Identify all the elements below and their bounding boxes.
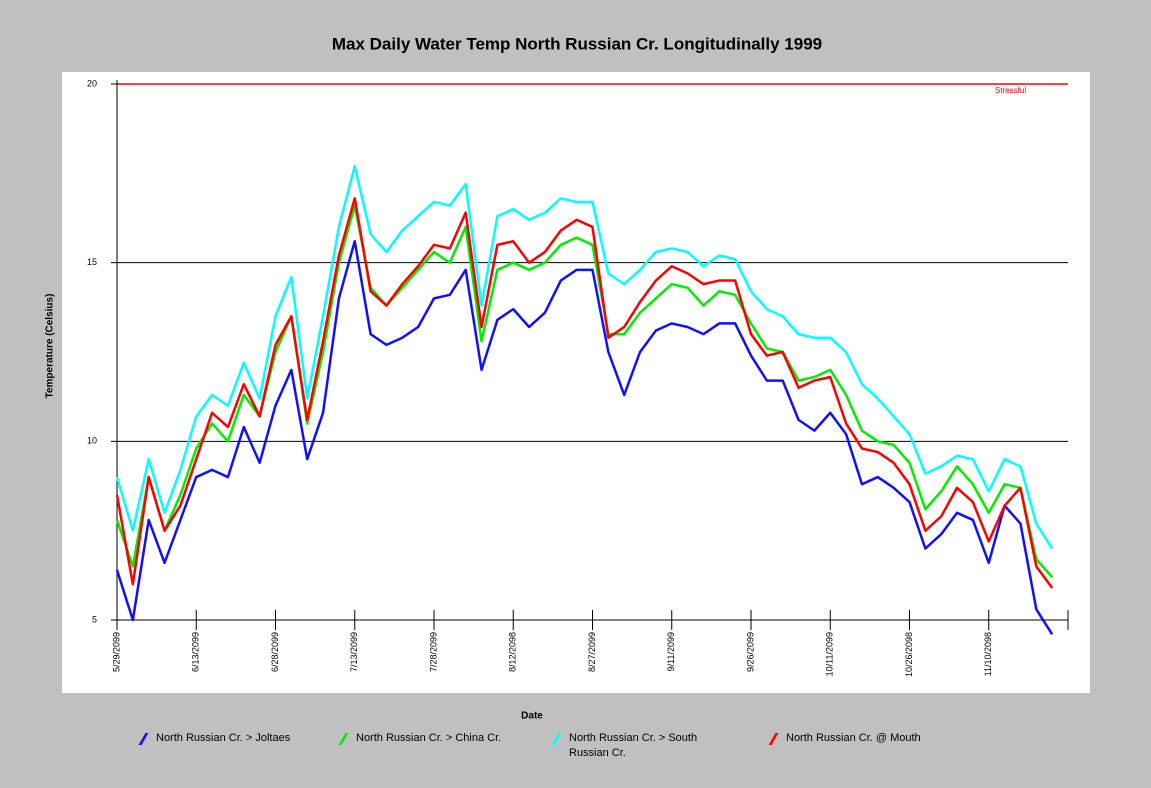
series-line — [115, 197, 1054, 589]
x-axis-title: Date — [521, 711, 543, 722]
x-tick-label: 10/11/2099 — [825, 632, 835, 676]
x-tick-label: 6/13/2099 — [191, 632, 201, 672]
x-tick-label: 8/12/2098 — [508, 632, 518, 672]
y-axis-title: Temperature (Celsius) — [45, 294, 56, 399]
legend-swatch — [768, 733, 779, 745]
x-tick-label: 10/26/2098 — [904, 632, 914, 677]
legend-label: North Russian Cr. > South Russian Cr. — [569, 732, 698, 759]
legend-label: North Russian Cr. @ Mouth — [786, 732, 921, 744]
legend-item: North Russian Cr. @ Mouth — [768, 731, 951, 746]
legend-label: North Russian Cr. > China Cr. — [356, 732, 502, 744]
x-tick-label: 7/13/2099 — [349, 632, 359, 672]
x-tick-label: 6/28/2099 — [270, 632, 280, 672]
series-line — [115, 164, 1054, 550]
x-tick-label: 11/10/2098 — [983, 632, 993, 676]
y-tick-label: 20 — [87, 78, 97, 88]
legend-item: North Russian Cr. > South Russian Cr. — [551, 731, 734, 761]
y-tick-label: 10 — [87, 436, 97, 446]
legend-swatch — [551, 733, 562, 745]
x-tick-label: 9/11/2099 — [666, 632, 676, 671]
legend-item: North Russian Cr. > China Cr. — [338, 731, 521, 746]
legend-item: North Russian Cr. > Joltaes — [138, 731, 321, 746]
y-tick-label: 15 — [87, 257, 97, 267]
x-tick-label: 9/26/2099 — [745, 632, 755, 672]
x-tick-label: 8/27/2099 — [587, 632, 597, 672]
threshold-label: Stressful — [995, 86, 1026, 95]
legend-swatch — [138, 733, 149, 745]
chart-title: Max Daily Water Temp North Russian Cr. L… — [332, 34, 822, 53]
y-tick-label: 5 — [92, 614, 97, 624]
legend-label: North Russian Cr. > Joltaes — [156, 732, 291, 744]
series-line — [115, 204, 1054, 578]
legend-swatch — [338, 733, 349, 745]
series-line — [115, 239, 1054, 635]
x-tick-label: 5/29/2099 — [111, 632, 121, 672]
plot-panel — [62, 72, 1090, 693]
x-tick-label: 7/28/2099 — [428, 632, 438, 672]
